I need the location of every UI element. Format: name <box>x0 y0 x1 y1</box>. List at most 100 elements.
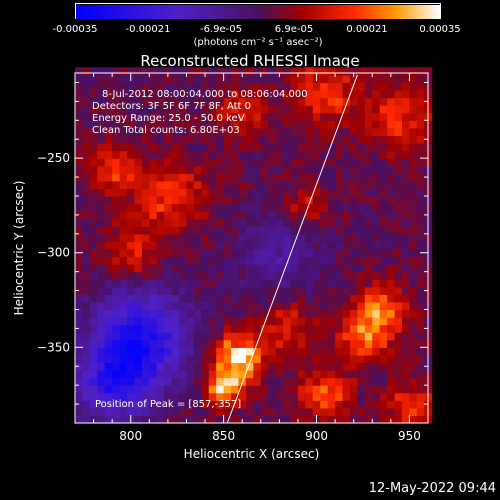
heatmap-cell <box>156 233 165 242</box>
heatmap-cell <box>297 294 306 303</box>
heatmap-cell <box>171 211 180 220</box>
heatmap-cell <box>260 74 269 84</box>
heatmap-cell <box>156 279 165 288</box>
heatmap-cell <box>335 195 344 205</box>
heatmap-cell <box>312 90 321 99</box>
heatmap-cell <box>119 211 128 220</box>
heatmap-cell <box>372 218 381 227</box>
heatmap-cell <box>149 143 158 152</box>
heatmap-cell <box>416 173 425 182</box>
info-text: 8-Jul-2012 08:00:04.000 to 08:06:04.000 … <box>92 89 308 136</box>
heatmap-cell <box>268 248 277 258</box>
heatmap-cell <box>342 309 351 318</box>
heatmap-cell <box>379 135 388 144</box>
heatmap-cell <box>394 74 403 84</box>
heatmap-cell <box>112 180 121 190</box>
heatmap-cell <box>364 241 373 250</box>
heatmap-cell <box>179 218 188 227</box>
heatmap-cell <box>364 354 373 364</box>
heatmap-cell <box>216 112 225 121</box>
heatmap-cell <box>327 286 336 295</box>
heatmap-cell <box>335 180 344 190</box>
heatmap-cell <box>171 226 180 235</box>
heatmap-cell <box>372 271 381 280</box>
heatmap-cell <box>320 143 329 152</box>
heatmap-cell <box>305 392 314 401</box>
heatmap-cell <box>335 150 344 159</box>
heatmap-cell <box>238 97 247 106</box>
heatmap-cell <box>335 294 344 303</box>
heatmap-cell <box>186 264 195 273</box>
heatmap-cell <box>394 332 403 341</box>
heatmap-cell <box>297 286 306 295</box>
heatmap-cell <box>357 385 366 394</box>
heatmap-cell <box>342 195 351 205</box>
heatmap-cell <box>201 248 210 258</box>
heatmap-cell <box>193 90 202 99</box>
heatmap-cell <box>134 286 143 295</box>
heatmap-cell <box>119 112 128 121</box>
heatmap-cell <box>379 165 388 174</box>
heatmap-cell <box>387 332 396 341</box>
heatmap-cell <box>104 248 113 258</box>
heatmap-cell <box>379 195 388 205</box>
heatmap-cell <box>305 415 314 424</box>
heatmap-cell <box>208 188 217 197</box>
heatmap-cell <box>164 309 173 318</box>
info-line-time: 8-Jul-2012 08:00:04.000 to 08:06:04.000 <box>102 89 308 100</box>
heatmap-cell <box>394 286 403 295</box>
heatmap-cell <box>238 279 247 288</box>
heatmap-cell <box>312 347 321 356</box>
heatmap-cell <box>320 415 329 424</box>
heatmap-cell <box>89 385 98 394</box>
heatmap-cell <box>223 158 232 167</box>
heatmap-cell <box>416 90 425 99</box>
heatmap-cell <box>335 392 344 401</box>
heatmap-cell <box>179 150 188 159</box>
heatmap-cell <box>201 301 210 311</box>
heatmap-cell <box>82 392 91 401</box>
heatmap-cell <box>186 67 195 76</box>
heatmap-cell <box>141 332 150 341</box>
heatmap-cell <box>327 74 336 84</box>
heatmap-cell <box>245 173 254 182</box>
heatmap-cell <box>186 309 195 318</box>
heatmap-cell <box>179 226 188 235</box>
heatmap-cell <box>193 279 202 288</box>
heatmap-cell <box>231 256 240 265</box>
heatmap-cell <box>327 195 336 205</box>
heatmap-cell <box>372 392 381 401</box>
heatmap-cell <box>201 188 210 197</box>
heatmap-cell <box>156 112 165 121</box>
heatmap-cell <box>260 294 269 303</box>
heatmap-cell <box>268 105 277 114</box>
heatmap-cell <box>89 67 98 76</box>
heatmap-cell <box>372 407 381 417</box>
heatmap-cell <box>75 332 84 341</box>
heatmap-cell <box>156 74 165 84</box>
heatmap-cell <box>327 339 336 348</box>
heatmap-cell <box>208 362 217 371</box>
heatmap-cell <box>164 195 173 205</box>
heatmap-cell <box>164 339 173 348</box>
heatmap-cell <box>357 127 366 137</box>
heatmap-cell <box>164 150 173 159</box>
heatmap-cell <box>134 309 143 318</box>
heatmap-cell <box>335 264 344 273</box>
heatmap-cell <box>275 347 284 356</box>
heatmap-cell <box>186 248 195 258</box>
heatmap-cell <box>97 74 106 84</box>
heatmap-cell <box>141 112 150 121</box>
heatmap-cell <box>260 339 269 348</box>
heatmap-cell <box>75 233 84 242</box>
heatmap-cell <box>245 74 254 84</box>
heatmap-cell <box>75 256 84 265</box>
heatmap-cell <box>112 158 121 167</box>
heatmap-cell <box>156 67 165 76</box>
heatmap-cell <box>82 317 91 326</box>
heatmap-cell <box>357 135 366 144</box>
heatmap-cell <box>223 354 232 364</box>
heatmap-cell <box>238 218 247 227</box>
heatmap-cell <box>416 233 425 242</box>
heatmap-cell <box>238 90 247 99</box>
